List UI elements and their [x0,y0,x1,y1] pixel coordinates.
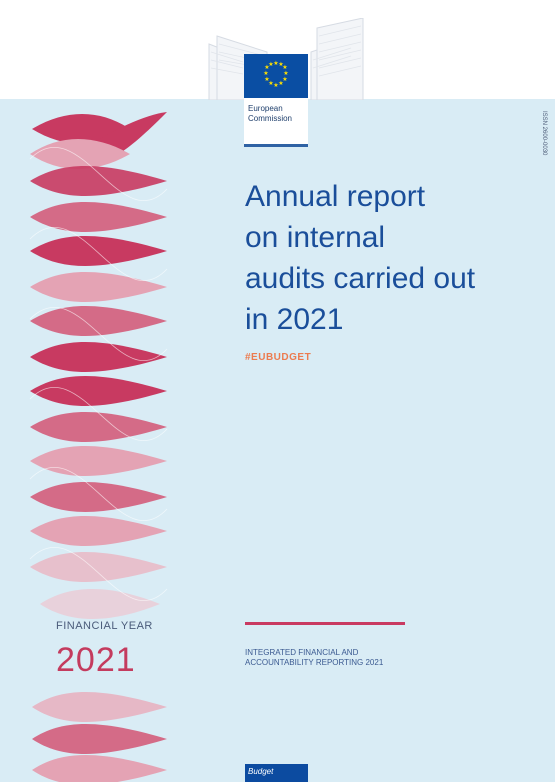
title-line-4: in 2021 [245,303,344,336]
svg-text:★: ★ [278,80,283,87]
issn-text: ISSN 2600-0030 [541,111,547,156]
report-subtitle-line-2: ACCOUNTABILITY REPORTING 2021 [245,658,384,667]
section-divider [245,622,405,625]
svg-text:★: ★ [273,60,278,67]
issn-number: ISSN 2600-0030 [531,111,549,179]
svg-text:★: ★ [263,70,268,77]
svg-text:★: ★ [268,61,273,68]
logo-text: European Commission [248,104,292,124]
title-line-1: Annual report [245,180,426,213]
financial-year-value: 2021 [56,641,136,679]
svg-text:★: ★ [268,80,273,87]
title-line-2: on internal [245,221,386,254]
svg-text:★: ★ [282,64,287,71]
logo-line-1: European [248,104,283,113]
hashtag-label: #EUBUDGET [245,352,312,363]
svg-text:★: ★ [282,76,287,83]
svg-text:★: ★ [273,82,278,89]
berlaymont-building-icon [208,18,364,100]
svg-text:★: ★ [283,70,288,77]
report-title: Annual report on internal audits carried… [245,176,535,340]
title-line-3: audits carried out [245,262,476,295]
eu-flag-icon: ★ ★ ★ ★ ★ ★ ★ ★ ★ ★ ★ ★ [244,54,308,98]
helix-ribbon-icon [29,112,168,782]
budget-badge-label: Budget [248,767,274,776]
svg-text:★: ★ [264,76,269,83]
financial-year-label: FINANCIAL YEAR [56,620,153,632]
report-subtitle-line-1: INTEGRATED FINANCIAL AND [245,648,359,657]
logo-line-2: Commission [248,114,293,123]
report-subtitle: INTEGRATED FINANCIAL AND ACCOUNTABILITY … [245,648,425,668]
budget-badge: Budget [245,764,308,782]
logo-card: ★ ★ ★ ★ ★ ★ ★ ★ ★ ★ ★ ★ Eu [244,54,308,147]
svg-text:★: ★ [264,64,269,71]
european-commission-logo: ★ ★ ★ ★ ★ ★ ★ ★ ★ ★ ★ ★ Eu [207,18,367,147]
logo-underline [244,144,308,147]
svg-text:★: ★ [278,61,283,68]
